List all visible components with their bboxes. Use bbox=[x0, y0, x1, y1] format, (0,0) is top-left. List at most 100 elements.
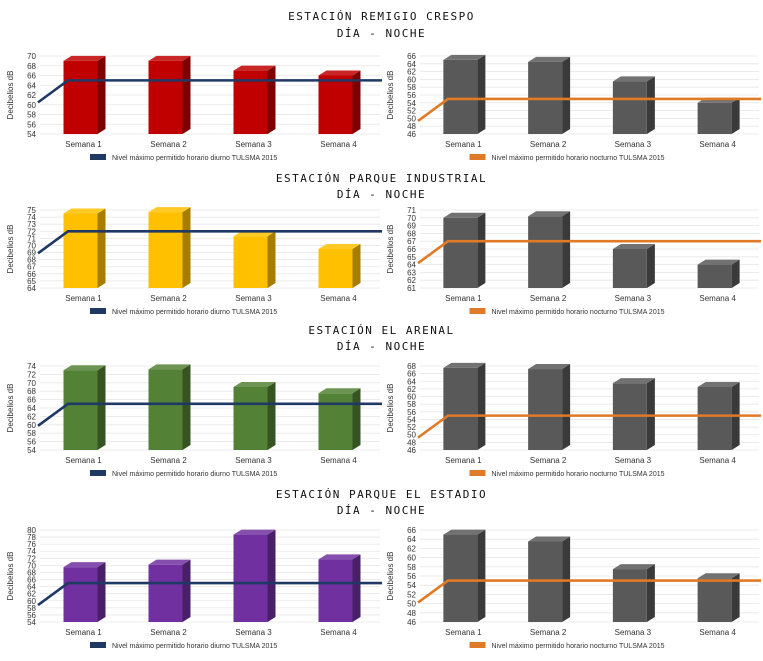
bar-top bbox=[612, 378, 655, 384]
y-tick-label: 64 bbox=[407, 261, 416, 270]
bar-side bbox=[562, 56, 571, 134]
bar-side bbox=[267, 529, 276, 622]
bar-top bbox=[318, 388, 361, 394]
y-tick-label: 54 bbox=[407, 99, 416, 108]
bar bbox=[318, 559, 353, 622]
bar bbox=[318, 249, 353, 288]
bar-side bbox=[646, 564, 655, 622]
x-tick-label: Semana 4 bbox=[320, 294, 357, 303]
bar bbox=[528, 216, 563, 288]
x-tick-label: Semana 2 bbox=[150, 628, 187, 637]
y-tick-label: 68 bbox=[27, 256, 36, 265]
x-tick-label: Semana 1 bbox=[65, 628, 102, 637]
y-axis-label: Decibelios dB bbox=[6, 225, 15, 274]
y-tick-label: 63 bbox=[407, 268, 416, 277]
chart-parque-el-estadio-dia: Decibelios dB 545658606264666870727476788… bbox=[6, 526, 382, 650]
bar bbox=[612, 249, 647, 288]
y-tick-label: 67 bbox=[27, 263, 36, 272]
period-title-2: DÍA - NOCHE bbox=[336, 188, 427, 201]
y-tick-label: 62 bbox=[407, 68, 416, 77]
x-tick-label: Semana 2 bbox=[530, 294, 567, 303]
y-tick-label: 66 bbox=[27, 72, 36, 81]
bar-top bbox=[148, 55, 191, 61]
x-tick-label: Semana 4 bbox=[699, 628, 736, 637]
y-tick-label: 58 bbox=[407, 563, 416, 572]
y-tick-label: 64 bbox=[27, 404, 36, 413]
bar-top bbox=[148, 559, 191, 565]
y-axis-label: Decibelios dB bbox=[386, 225, 395, 274]
y-tick-label: 60 bbox=[27, 101, 36, 110]
bar-side bbox=[646, 244, 655, 288]
bar-top bbox=[233, 529, 276, 535]
limit-line bbox=[417, 579, 761, 604]
y-tick-label: 54 bbox=[407, 581, 416, 590]
y-tick-label: 71 bbox=[27, 234, 36, 243]
x-tick-label: Semana 4 bbox=[699, 456, 736, 465]
bar-top bbox=[528, 211, 571, 217]
x-tick-label: Semana 3 bbox=[615, 628, 652, 637]
bar-top bbox=[63, 55, 106, 61]
y-tick-label: 56 bbox=[27, 611, 36, 620]
y-tick-label: 70 bbox=[27, 241, 36, 250]
y-tick-label: 74 bbox=[27, 362, 36, 371]
legend-label: Nivel máximo permitido horario diurno TU… bbox=[112, 643, 277, 650]
bar-side bbox=[562, 536, 571, 622]
x-tick-label: Semana 1 bbox=[65, 456, 102, 465]
bar-side bbox=[731, 259, 740, 288]
limit-line bbox=[37, 581, 382, 607]
bar-side bbox=[352, 388, 361, 450]
station-title-4: ESTACIÓN PARQUE EL ESTADIO bbox=[275, 488, 488, 501]
bar-side bbox=[267, 231, 276, 288]
y-tick-label: 60 bbox=[407, 75, 416, 84]
y-tick-label: 75 bbox=[27, 206, 36, 215]
bar-side bbox=[182, 364, 191, 450]
bar bbox=[148, 369, 183, 450]
y-tick-label: 71 bbox=[407, 206, 416, 215]
y-tick-label: 66 bbox=[407, 370, 416, 379]
x-tick-label: Semana 1 bbox=[445, 140, 482, 149]
y-tick-label: 58 bbox=[27, 111, 36, 120]
x-tick-label: Semana 1 bbox=[65, 294, 102, 303]
y-tick-label: 80 bbox=[27, 526, 36, 535]
x-tick-label: Semana 4 bbox=[320, 456, 357, 465]
y-tick-label: 46 bbox=[407, 130, 416, 139]
y-tick-label: 64 bbox=[27, 81, 36, 90]
bar bbox=[318, 393, 353, 450]
x-tick-label: Semana 3 bbox=[235, 140, 272, 149]
bar-side bbox=[267, 65, 276, 134]
y-tick-label: 64 bbox=[407, 535, 416, 544]
y-tick-label: 58 bbox=[27, 429, 36, 438]
legend-swatch bbox=[90, 470, 106, 476]
y-tick-label: 69 bbox=[407, 222, 416, 231]
legend-swatch bbox=[90, 308, 106, 314]
y-tick-label: 78 bbox=[27, 533, 36, 542]
x-tick-label: Semana 3 bbox=[615, 456, 652, 465]
bar bbox=[233, 236, 268, 288]
y-tick-label: 62 bbox=[27, 91, 36, 100]
bar bbox=[697, 264, 732, 288]
y-axis-label: Decibelios dB bbox=[6, 71, 15, 120]
bar-top bbox=[612, 564, 655, 570]
y-tick-label: 60 bbox=[27, 597, 36, 606]
y-tick-label: 68 bbox=[407, 362, 416, 371]
y-tick-label: 70 bbox=[27, 561, 36, 570]
bar-side bbox=[562, 364, 571, 450]
station-title-3: ESTACIÓN EL ARENAL bbox=[308, 324, 455, 337]
bar-side bbox=[267, 382, 276, 450]
bar-top bbox=[528, 364, 571, 370]
y-tick-label: 64 bbox=[27, 583, 36, 592]
bar-side bbox=[477, 54, 486, 134]
bar-side bbox=[182, 207, 191, 288]
bar-side bbox=[97, 365, 106, 450]
y-axis-label: Decibelios dB bbox=[386, 384, 395, 433]
y-tick-label: 56 bbox=[407, 91, 416, 100]
y-axis-label: Decibelios dB bbox=[6, 384, 15, 433]
y-tick-label: 68 bbox=[407, 229, 416, 238]
y-tick-label: 70 bbox=[27, 379, 36, 388]
y-tick-label: 74 bbox=[27, 547, 36, 556]
y-tick-label: 62 bbox=[27, 590, 36, 599]
x-tick-label: Semana 4 bbox=[320, 628, 357, 637]
